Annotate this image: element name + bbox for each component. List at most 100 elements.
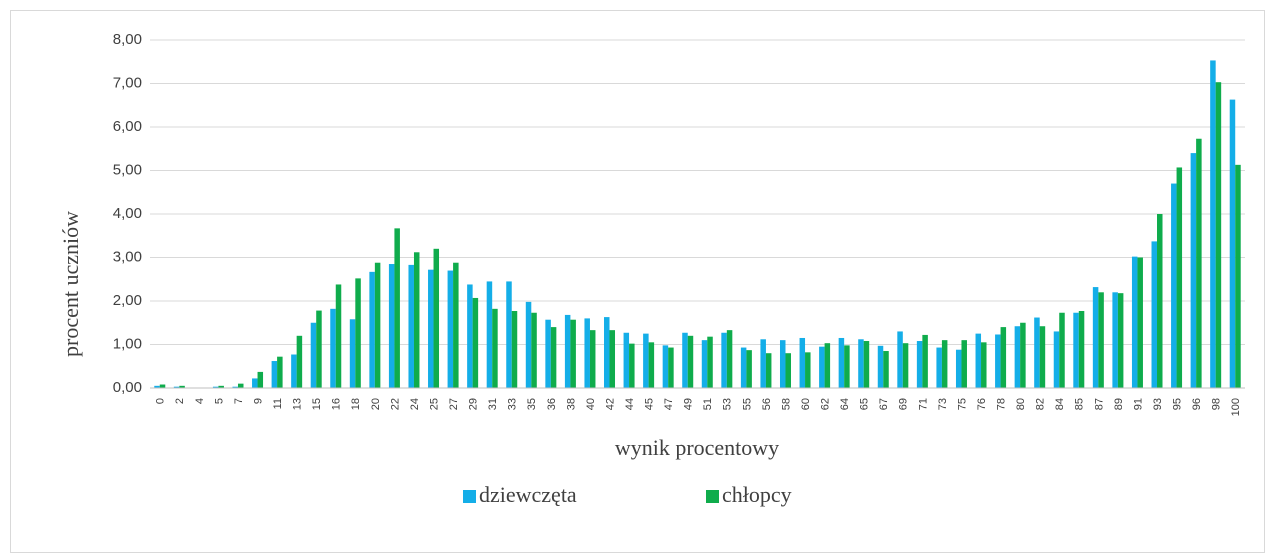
- bar: [564, 314, 571, 388]
- bar: [604, 317, 610, 388]
- bar: [1053, 331, 1060, 388]
- bar: [486, 281, 493, 388]
- bar: [1235, 164, 1241, 388]
- x-tick-label: 38: [565, 398, 577, 410]
- chart-frame: [10, 10, 1265, 553]
- x-tick-label: 45: [644, 398, 656, 410]
- x-tick-label: 69: [898, 398, 910, 410]
- bar: [1137, 257, 1143, 388]
- y-tick-label: 8,00: [113, 31, 142, 48]
- x-tick-label: 91: [1132, 398, 1144, 410]
- x-tick-label: 73: [937, 398, 949, 410]
- bar: [413, 252, 420, 388]
- bar: [648, 342, 655, 388]
- bar: [369, 271, 375, 388]
- bar: [428, 269, 434, 388]
- x-tick-label: 55: [741, 398, 753, 410]
- x-tick-label: 7: [233, 398, 245, 404]
- bar: [472, 297, 479, 388]
- y-axis-label: procent uczniów: [58, 211, 83, 357]
- bar: [1073, 312, 1079, 388]
- x-tick-label: 82: [1035, 398, 1047, 410]
- x-tick-label: 22: [389, 398, 401, 410]
- x-tick-label: 36: [546, 398, 558, 410]
- bar: [975, 333, 982, 388]
- x-tick-label: 76: [976, 398, 988, 410]
- bar: [525, 301, 532, 388]
- bar: [844, 345, 850, 388]
- bar: [877, 345, 884, 388]
- x-tick-label: 64: [839, 398, 851, 410]
- bar: [819, 346, 825, 388]
- x-tick-label: 51: [702, 398, 714, 410]
- bar: [902, 343, 909, 388]
- bar: [212, 386, 219, 388]
- bar: [1157, 214, 1163, 388]
- bar: [1131, 256, 1138, 388]
- x-tick-label: 15: [311, 398, 323, 410]
- bar: [335, 284, 342, 388]
- x-tick-label: 11: [272, 398, 284, 409]
- bar: [330, 308, 336, 388]
- bar: [252, 378, 258, 388]
- x-tick-label: 75: [956, 398, 968, 410]
- bar: [492, 308, 498, 388]
- bar: [740, 347, 747, 388]
- y-tick-label: 0,00: [113, 379, 142, 396]
- bar: [1196, 138, 1202, 388]
- y-tick-label: 5,00: [113, 161, 142, 178]
- bar: [589, 330, 596, 388]
- bar: [1000, 327, 1007, 388]
- bar: [707, 336, 713, 388]
- bar: [584, 318, 590, 388]
- bar: [701, 340, 708, 388]
- x-tick-label: 29: [468, 398, 480, 410]
- x-tick-label: 0: [155, 398, 167, 404]
- bar: [1059, 312, 1065, 388]
- x-tick-label: 56: [761, 398, 773, 410]
- bar: [936, 347, 942, 388]
- bar: [916, 341, 923, 388]
- y-tick-label: 7,00: [113, 74, 142, 91]
- bar: [955, 349, 962, 388]
- x-tick-label: 13: [292, 398, 304, 410]
- bar: [394, 228, 400, 388]
- bar: [1014, 326, 1021, 388]
- x-tick-label: 31: [487, 398, 499, 410]
- x-tick-label: 2: [174, 398, 186, 404]
- bar: [447, 270, 454, 388]
- bar: [453, 262, 459, 388]
- bar: [531, 312, 537, 388]
- bar: [1171, 183, 1177, 388]
- bar: [858, 339, 864, 388]
- bar: [467, 284, 473, 388]
- bar: [349, 319, 356, 388]
- bar: [961, 340, 967, 388]
- bar: [922, 334, 928, 388]
- bar: [232, 386, 238, 388]
- x-tick-label: 89: [1113, 398, 1125, 410]
- bar: [668, 347, 674, 388]
- bar: [179, 385, 185, 388]
- legend-swatch: [706, 490, 719, 503]
- bar: [746, 350, 752, 388]
- x-tick-label: 20: [370, 398, 382, 410]
- bar: [271, 361, 278, 388]
- bar: [355, 278, 361, 388]
- bar: [316, 310, 322, 388]
- bar: [1098, 292, 1104, 388]
- x-tick-label: 58: [780, 398, 792, 410]
- bar: [1229, 99, 1236, 388]
- bar: [643, 333, 649, 388]
- bar: [1190, 153, 1197, 388]
- bar: [277, 356, 283, 388]
- bar: [623, 332, 630, 388]
- x-tick-label: 25: [428, 398, 440, 410]
- x-tick-label: 16: [331, 398, 343, 410]
- bar: [1176, 167, 1183, 388]
- x-tick-label: 65: [859, 398, 871, 410]
- x-tick-label: 47: [663, 398, 675, 410]
- x-tick-label: 78: [995, 398, 1007, 410]
- bar: [687, 335, 694, 388]
- y-tick-label: 1,00: [113, 335, 142, 352]
